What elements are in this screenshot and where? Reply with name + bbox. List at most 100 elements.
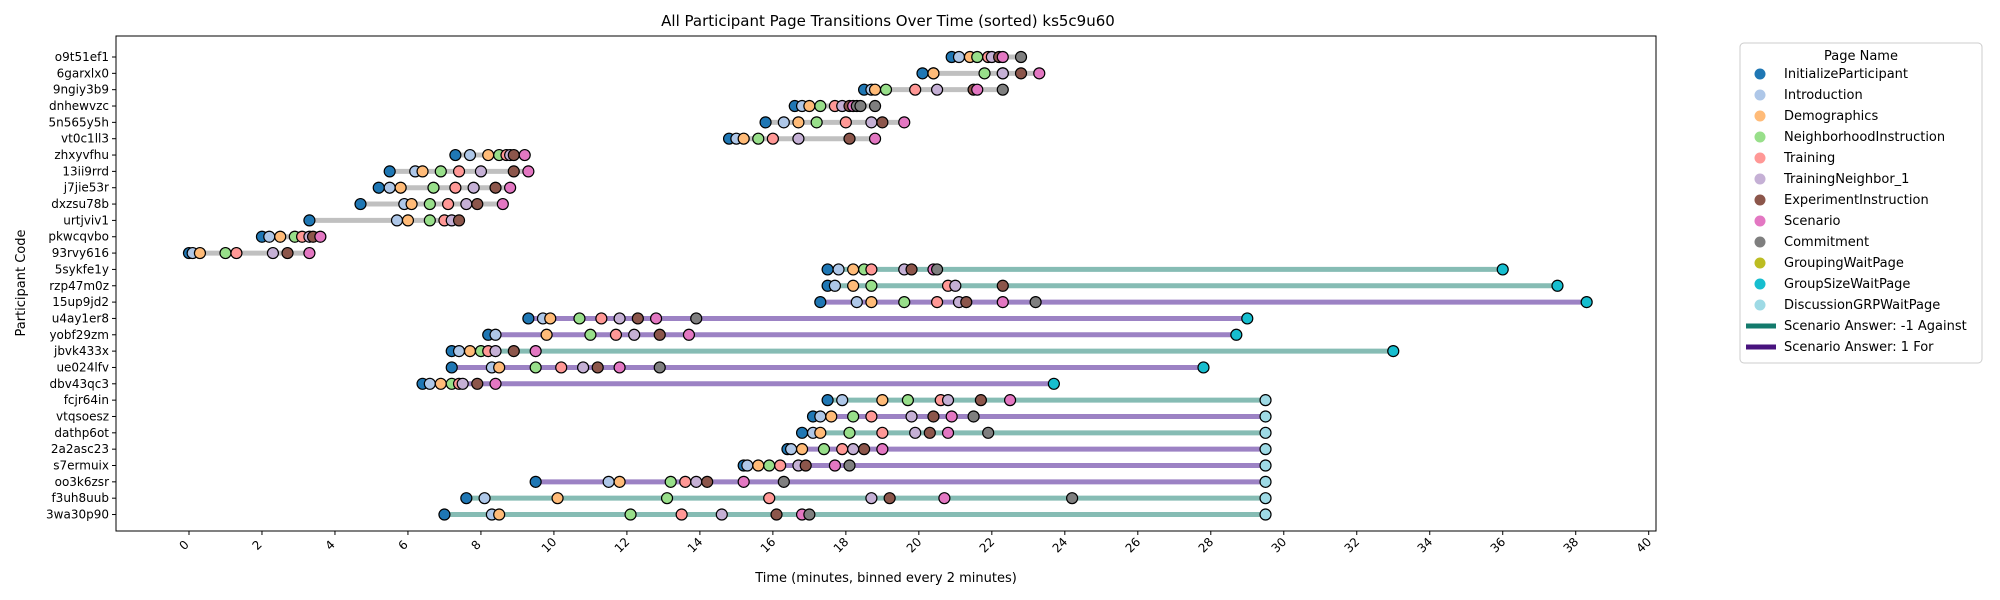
point-fcjr64in-neighborhoodinstruction — [901, 394, 914, 407]
x-tick-label: 6 — [395, 538, 410, 553]
y-tick-label: ue024lfv — [56, 360, 109, 374]
point-vt0c1ll3-demographics — [737, 132, 750, 145]
point-15up9jd2-initializeparticipant — [814, 296, 827, 309]
point-ue024lfv-training — [555, 361, 568, 374]
point-o9t51ef1-introduction — [952, 50, 966, 64]
point-vt0c1ll3-scenario — [868, 132, 882, 145]
y-tick-label: j7jie53r — [63, 181, 109, 195]
y-tick-label: 3wa30p90 — [46, 508, 109, 522]
legend-marker-neighborhoodinstruction — [1754, 131, 1766, 143]
x-tick-label: 18 — [831, 535, 852, 556]
y-tick-label: 13ii9rrd — [62, 164, 109, 178]
point-f3uh8uub-experimentinstruction — [883, 492, 896, 505]
y-axis: o9t51ef1 6garxlx0 9ngiy3b9 dnhewvzc 5n565y5h… — [46, 50, 116, 522]
point-jbvk433x-trainingneighbor-1 — [489, 345, 502, 358]
point-13ii9rrd-training — [452, 165, 466, 178]
point-j7jie53r-neighborhoodinstruction — [427, 181, 440, 194]
legend-marker-introduction — [1754, 89, 1766, 101]
point-urtjviv1-demographics — [401, 214, 415, 227]
chart-title: All Participant Page Transitions Over Ti… — [661, 12, 1115, 30]
x-tick-label: 10 — [539, 535, 560, 556]
point-ue024lfv-commitment — [653, 361, 666, 374]
legend-label-initializeparticipant: InitializeParticipant — [1784, 67, 1908, 82]
x-axis: 0 2 4 6 8 10 12 14 16 18 20 22 24 26 28 30 32 34 36 38 40 — [177, 531, 1654, 556]
point-f3uh8uub-neighborhoodinstruction — [660, 492, 674, 505]
point-yobf29zm-experimentinstruction — [653, 328, 666, 341]
point-oo3k6zsr-introduction — [602, 475, 615, 488]
point-fcjr64in-experimentinstruction — [974, 394, 987, 407]
point-ue024lfv-initializeparticipant — [445, 361, 458, 374]
point-5n565y5h-introduction — [777, 116, 790, 129]
point-f3uh8uub-scenario — [938, 492, 951, 505]
y-tick-label: o9t51ef1 — [55, 50, 109, 64]
legend-marker-discussiongrpwaitpage — [1754, 299, 1766, 311]
legend-label-neighborhoodinstruction: NeighborhoodInstruction — [1784, 130, 1945, 145]
y-tick-label: urtjviv1 — [63, 213, 109, 227]
legend-label-scenario: Scenario — [1784, 214, 1841, 229]
point-s7ermuix-neighborhoodinstruction — [763, 459, 776, 472]
legend-frame — [1739, 42, 1983, 364]
x-tick-label: 2 — [249, 538, 264, 553]
point-9ngiy3b9-trainingneighbor-1 — [930, 83, 944, 96]
y-tick-label: dathp6ot — [54, 426, 109, 440]
legend-marker-groupingwaitpage — [1754, 257, 1766, 269]
y-tick-label: dbv43qc3 — [50, 377, 109, 391]
point-5sykfe1y-demographics — [847, 263, 860, 276]
point-f3uh8uub-trainingneighbor-1 — [865, 492, 878, 505]
point-vtqsoesz-trainingneighbor-1 — [905, 410, 918, 423]
point-93rvy616-demographics — [193, 246, 207, 260]
point-rzp47m0z-demographics — [847, 279, 860, 292]
point-5sykfe1y-initializeparticipant — [821, 263, 834, 276]
point-5sykfe1y-training — [865, 263, 878, 276]
legend-marker-experimentinstruction — [1754, 194, 1766, 206]
point-93rvy616-neighborhoodinstruction — [219, 246, 232, 260]
point-jbvk433x-scenario — [529, 345, 542, 358]
point-jbvk433x-demographics — [463, 345, 477, 358]
point-u4ay1er8-commitment — [690, 312, 703, 325]
point-dathp6ot-discussiongrpwaitpage — [1259, 426, 1272, 439]
point-13ii9rrd-trainingneighbor-1 — [474, 165, 488, 178]
point-ue024lfv-neighborhoodinstruction — [529, 361, 542, 374]
point-j7jie53r-introduction — [383, 181, 396, 194]
point-urtjviv1-introduction — [390, 214, 404, 227]
legend-label-for: Scenario Answer: 1 For — [1784, 340, 1934, 355]
point-s7ermuix-discussiongrpwaitpage — [1259, 459, 1272, 472]
point-15up9jd2-introduction — [850, 296, 863, 309]
point-9ngiy3b9-commitment — [996, 83, 1009, 96]
y-tick-label: 2a2asc23 — [51, 442, 109, 456]
point-5n565y5h-initializeparticipant — [759, 116, 772, 129]
x-tick-label: 30 — [1269, 535, 1290, 556]
y-tick-label: zhxyvfhu — [54, 148, 109, 162]
point-dathp6ot-initializeparticipant — [795, 426, 809, 439]
participant-lines — [188, 54, 1587, 518]
point-yobf29zm-neighborhoodinstruction — [584, 328, 597, 341]
y-axis-label: Participant Code — [14, 229, 29, 336]
point-pkwcqvbo-introduction — [263, 230, 276, 243]
legend-label-training: Training — [1783, 151, 1835, 166]
point-9ngiy3b9-demographics — [868, 83, 882, 96]
point-5n565y5h-neighborhoodinstruction — [810, 116, 823, 129]
y-tick-label: oo3k6zsr — [55, 475, 109, 489]
point-dxzsu78b-trainingneighbor-1 — [460, 197, 473, 211]
point-oo3k6zsr-training — [679, 475, 692, 488]
point-dxzsu78b-neighborhoodinstruction — [423, 197, 436, 211]
legend-marker-scenario — [1754, 215, 1766, 227]
point-j7jie53r-initializeparticipant — [372, 181, 385, 194]
plot-frame — [115, 35, 1657, 532]
y-tick-label: jbvk433x — [53, 344, 109, 358]
point-dbv43qc3-groupsizewaitpage — [1047, 377, 1060, 390]
point-u4ay1er8-scenario — [649, 312, 663, 325]
y-tick-label: pkwcqvbo — [48, 230, 109, 244]
point-oo3k6zsr-commitment — [777, 475, 790, 488]
point-yobf29zm-introduction — [489, 328, 502, 341]
point-13ii9rrd-neighborhoodinstruction — [434, 165, 447, 178]
point-f3uh8uub-commitment — [1066, 492, 1079, 505]
point-u4ay1er8-training — [595, 312, 608, 325]
x-tick-label: 12 — [612, 535, 633, 556]
point-vtqsoesz-introduction — [814, 410, 827, 423]
point-6garxlx0-experimentinstruction — [1014, 67, 1028, 80]
point-2a2asc23-training — [836, 443, 849, 456]
x-tick-label: 26 — [1123, 535, 1144, 556]
legend-marker-training — [1754, 152, 1766, 164]
